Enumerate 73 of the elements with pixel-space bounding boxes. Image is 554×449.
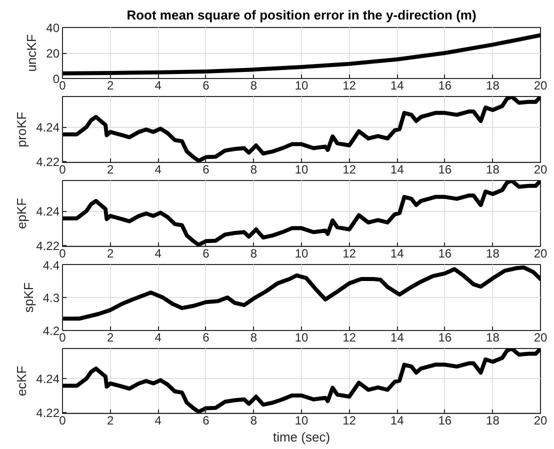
y-tick-label: 4.2 [42,324,60,338]
x-tick-label: 6 [202,414,210,428]
y-tick-label: 4.4 [42,258,60,272]
x-tick-label: 12 [342,330,356,344]
x-tick-label: 8 [250,162,258,176]
x-tick-label: 16 [438,330,452,344]
line-series [62,96,540,162]
line-series [62,265,540,321]
x-tick-label: 18 [486,162,500,176]
x-tick-label: 18 [486,330,500,344]
y-axis-title: proKF [14,112,30,148]
y-axis-title: spKF [20,282,36,313]
x-tick-label: 14 [390,330,404,344]
y-tick-label: 4.24 [36,120,60,135]
x-tick-label: 10 [294,78,308,92]
x-tick-label: 14 [390,246,404,260]
x-tick-label: 16 [438,246,452,260]
chart-title: Root mean square of position error in the y-direction (m) [126,8,476,22]
x-tick-label: 20 [534,414,548,428]
y-tick-label: 4.24 [36,372,60,386]
x-tick-label: 18 [486,78,500,92]
x-tick-label: 16 [438,162,452,176]
x-tick-label: 4 [154,246,162,260]
x-tick-label: 10 [294,330,308,344]
y-tick-label: 4.22 [36,406,60,420]
x-tick-label: 2 [106,162,114,176]
x-tick-label: 4 [154,78,162,92]
x-tick-label: 4 [154,162,162,176]
x-tick-label: 2 [106,246,114,260]
y-axis-title: ecKF [14,366,30,396]
x-tick-label: 2 [106,78,114,92]
x-tick-label: 18 [486,246,500,260]
x-tick-label: 12 [342,162,356,176]
x-axis-title: time (sec) [272,430,330,444]
x-tick-label: 10 [294,414,308,428]
y-tick-label: 4.22 [36,155,60,170]
x-tick-label: 20 [534,246,548,260]
x-tick-label: 18 [486,414,500,428]
line-series [62,348,540,414]
x-tick-label: 10 [294,162,308,176]
x-tick-label: 20 [534,78,548,92]
y-tick-label: 4.24 [36,204,60,219]
x-tick-label: 8 [250,330,258,344]
y-tick-label: 20 [46,46,60,60]
x-tick-label: 2 [106,414,114,428]
x-tick-label: 4 [154,330,162,344]
x-tick-label: 12 [342,414,356,428]
x-tick-label: 8 [250,414,258,428]
x-tick-label: 14 [390,414,404,428]
y-tick-label: 4.22 [36,239,60,254]
x-tick-label: 20 [534,330,548,344]
y-tick-label: 40 [46,21,60,35]
line-series [62,180,540,246]
x-tick-label: 20 [534,162,548,176]
x-tick-label: 12 [342,78,356,92]
x-tick-label: 8 [250,78,258,92]
x-tick-label: 14 [390,78,404,92]
x-tick-label: 16 [438,414,452,428]
x-tick-label: 6 [202,246,210,260]
x-tick-label: 8 [250,246,258,260]
y-tick-label: 4.3 [42,291,60,305]
x-tick-label: 6 [202,162,210,176]
y-axis-title: uncKF [24,34,40,72]
x-tick-label: 16 [438,78,452,92]
line-series [62,33,540,76]
x-tick-label: 12 [342,246,356,260]
x-tick-label: 4 [154,414,162,428]
x-tick-label: 6 [202,78,210,92]
x-tick-label: 14 [390,162,404,176]
x-tick-label: 6 [202,330,210,344]
x-tick-label: 2 [106,330,114,344]
y-axis-title: epKF [14,198,30,230]
x-tick-label: 10 [294,246,308,260]
